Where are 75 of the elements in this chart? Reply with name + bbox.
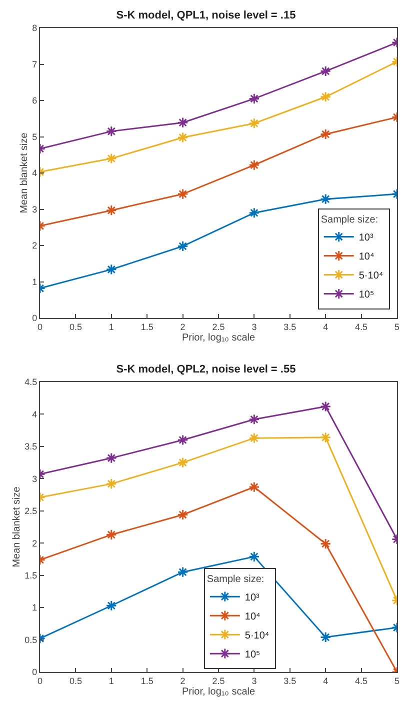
legend-label: 5·10⁴ [244, 630, 270, 642]
y-tick-label: 0 [32, 313, 38, 324]
x-tick-label: 1 [108, 322, 114, 332]
x-tick-label: 5 [394, 322, 400, 332]
point [320, 400, 332, 412]
point [248, 414, 260, 425]
legend-title: Sample size: [206, 574, 264, 586]
y-tick-label: 1.5 [24, 570, 38, 580]
x-tick-label: 4.5 [355, 322, 368, 332]
point [177, 457, 188, 468]
point [177, 188, 188, 200]
point [248, 93, 260, 104]
x-tick-label: 5 [394, 676, 400, 686]
y-tick-label: 2.5 [24, 506, 38, 516]
x-tick-label: 4 [323, 322, 328, 332]
point [320, 432, 332, 443]
y-tick-label: 3 [32, 474, 38, 484]
point [248, 481, 260, 493]
point [248, 551, 260, 562]
legend-label: 10⁴ [244, 612, 260, 622]
point [248, 118, 260, 129]
y-axis-title: Mean blanket size [12, 486, 23, 568]
x-tick-label: 4.5 [355, 676, 368, 686]
x-tick-label: 0.5 [69, 676, 82, 686]
x-tick-label: 0.5 [69, 322, 82, 332]
point [248, 207, 260, 218]
y-tick-label: 0.5 [24, 634, 38, 645]
point [177, 434, 188, 446]
y-tick-label: 4.5 [24, 377, 38, 388]
x-tick-label: 1.5 [140, 322, 154, 332]
point [248, 432, 260, 444]
x-tick-label: 4 [323, 676, 328, 686]
legend-label: 10⁴ [358, 252, 374, 263]
chart-title: S-K model, QPL2, noise level = .55 [116, 363, 296, 376]
legend-title: Sample size: [320, 214, 378, 226]
y-tick-label: 3 [32, 204, 38, 214]
legend-label: 5·10⁴ [358, 270, 384, 282]
y-tick-label: 5 [32, 132, 38, 142]
chart-title: S-K model, QPL1, noise level = .15 [116, 9, 296, 22]
y-tick-label: 0 [32, 667, 38, 678]
point [177, 117, 188, 128]
y-tick-label: 2 [32, 240, 38, 251]
y-tick-label: 4 [32, 409, 38, 420]
y-tick-label: 1 [32, 602, 38, 613]
y-tick-label: 2 [32, 538, 38, 548]
x-axis-title: Prior, log₁₀ scale [182, 686, 256, 698]
x-tick-label: 2 [180, 322, 186, 332]
point [320, 538, 332, 550]
legend-label: 10⁵ [358, 290, 374, 301]
x-tick-label: 3 [252, 322, 257, 332]
y-tick-label: 6 [32, 96, 38, 106]
x-tick-label: 3 [252, 676, 257, 686]
y-tick-label: 3.5 [24, 442, 38, 452]
x-tick-label: 2 [180, 676, 186, 686]
x-tick-label: 1 [108, 676, 114, 686]
y-tick-label: 8 [32, 23, 38, 34]
point [177, 566, 188, 578]
y-tick-label: 1 [32, 276, 38, 287]
point [177, 240, 188, 252]
legend-label: 10³ [244, 592, 260, 604]
point [248, 159, 260, 171]
legend-label: 10³ [358, 232, 374, 244]
x-axis-title: Prior, log₁₀ scale [182, 332, 256, 344]
x-tick-label: 1.5 [140, 676, 154, 686]
point [177, 509, 188, 520]
x-tick-label: 3.5 [284, 676, 296, 686]
y-tick-label: 7 [32, 59, 38, 70]
point [320, 632, 332, 643]
x-tick-label: 2.5 [212, 322, 225, 332]
x-tick-label: 2.5 [212, 676, 225, 686]
x-tick-label: 3.5 [284, 322, 296, 332]
y-axis-title: Mean blanket size [19, 132, 30, 214]
y-tick-label: 4 [32, 168, 38, 178]
legend-label: 10⁵ [244, 650, 260, 660]
point [177, 132, 188, 144]
